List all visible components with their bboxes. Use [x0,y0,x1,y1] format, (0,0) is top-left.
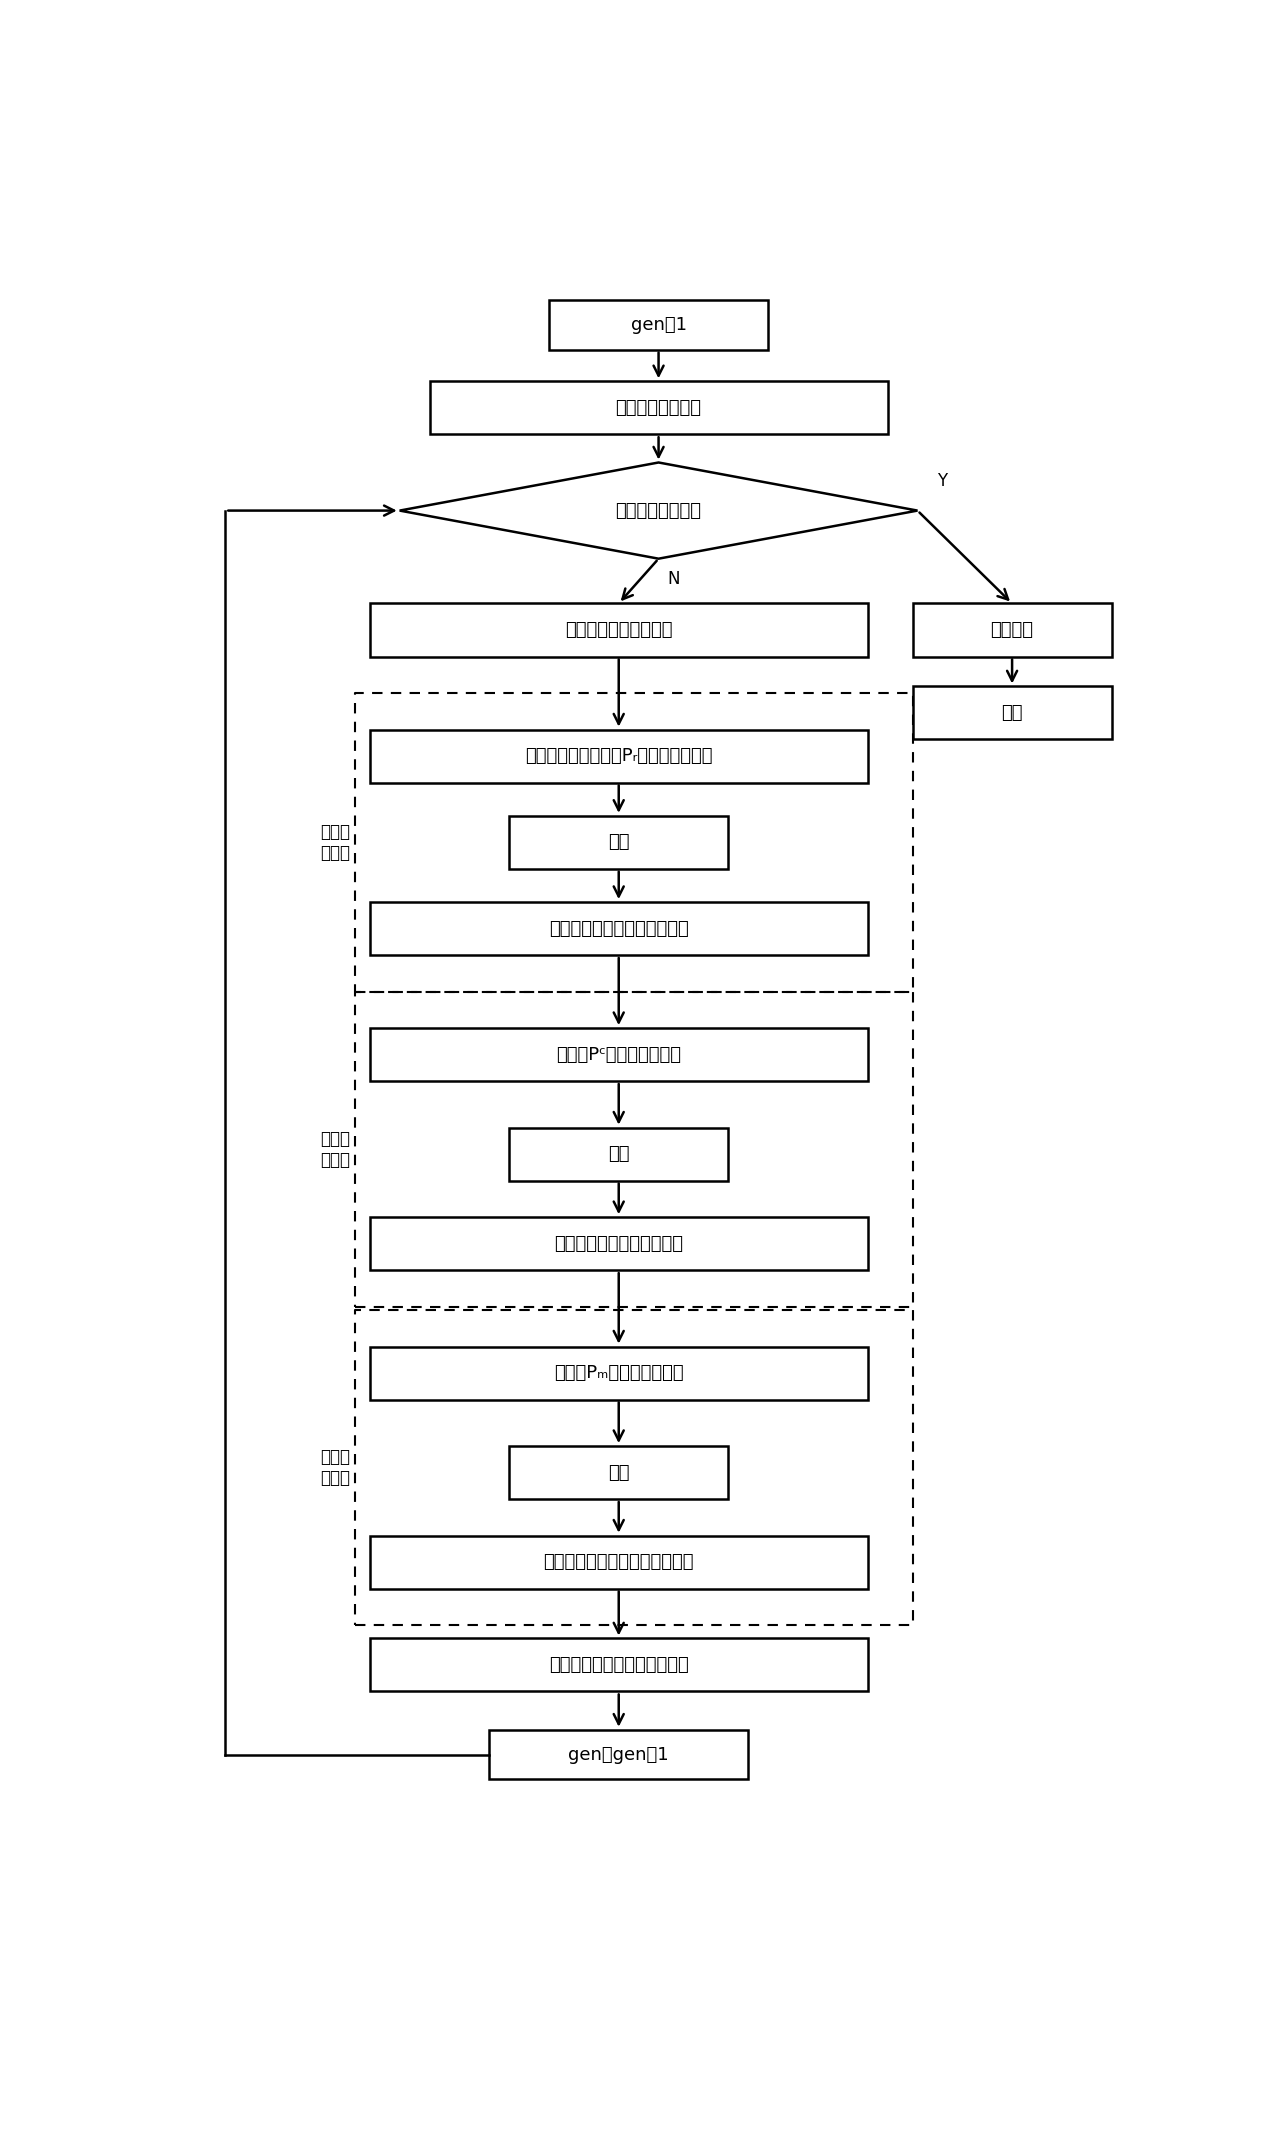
Bar [509,1127,729,1180]
Polygon shape [400,463,917,558]
Text: 执行选
择操作: 执行选 择操作 [320,823,350,862]
Bar [370,1536,867,1590]
Text: 将复制后新个体加入到新群体: 将复制后新个体加入到新群体 [549,920,689,937]
Text: 交叉: 交叉 [608,1146,630,1163]
Bar [429,381,888,435]
Bar [490,1730,748,1779]
Bar [509,816,729,868]
Text: 按概率Pₘ，选择一个个体: 按概率Pₘ，选择一个个体 [554,1363,684,1383]
Text: gen＝gen＋1: gen＝gen＋1 [568,1745,669,1764]
Text: 按概率Pᶜ，选择两个个体: 按概率Pᶜ，选择两个个体 [556,1045,681,1064]
Bar [370,903,867,954]
Bar [370,730,867,782]
Bar [370,1639,867,1691]
Text: 计算群体中个体适应度: 计算群体中个体适应度 [565,620,672,640]
Text: 将变异产生的新个体加到新群体: 将变异产生的新个体加到新群体 [544,1553,694,1570]
Bar [370,1346,867,1400]
Text: 终止判断是否满足: 终止判断是否满足 [616,502,702,519]
Bar [912,603,1112,657]
Bar [370,1027,867,1081]
Bar [370,1217,867,1271]
Text: 结束: 结束 [1001,704,1023,722]
Text: 随机产生初始群体: 随机产生初始群体 [616,398,702,416]
Bar [370,603,867,657]
Bar [549,299,768,349]
Text: 复制: 复制 [608,834,630,851]
Text: 执行变
异操作: 执行变 异操作 [320,1447,350,1486]
Bar [912,687,1112,739]
Text: gen＝1: gen＝1 [631,317,686,334]
Text: 依据适应度，按概率Pᵣ从群体选择个体: 依据适应度，按概率Pᵣ从群体选择个体 [526,747,712,765]
Text: 将两个新个体加入到新群体: 将两个新个体加入到新群体 [554,1234,684,1254]
Text: 执行交
叉操作: 执行交 叉操作 [320,1129,350,1167]
Text: Y: Y [937,472,947,489]
Text: 重新计算群体中个体的适应度: 重新计算群体中个体的适应度 [549,1656,689,1674]
Text: 输出结果: 输出结果 [991,620,1033,640]
Text: N: N [667,569,680,588]
Bar [509,1445,729,1499]
Text: 变异: 变异 [608,1463,630,1482]
